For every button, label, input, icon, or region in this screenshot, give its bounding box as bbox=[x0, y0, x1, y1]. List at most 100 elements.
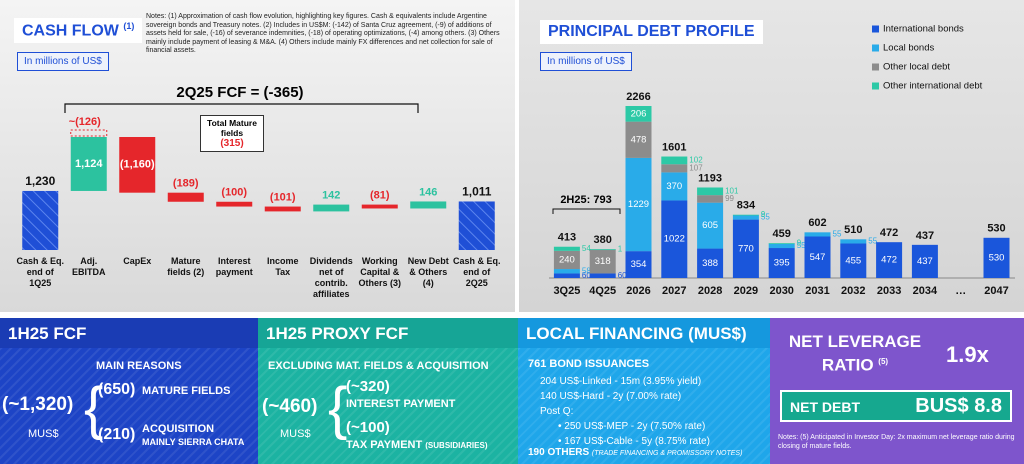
debt-title: PRINCIPAL DEBT PROFILE bbox=[540, 20, 763, 44]
segment-label: 9 bbox=[797, 239, 802, 248]
value-label: (100) bbox=[221, 187, 247, 199]
financing-panel: LOCAL FINANCING (MUS$) 761 BOND ISSUANCE… bbox=[518, 318, 770, 464]
leverage-panel: NET LEVERAGE RATIO (5) 1.9x NET DEBT BUS… bbox=[770, 318, 1024, 464]
segment-label: 770 bbox=[738, 243, 754, 254]
segment-label: 9 bbox=[761, 210, 766, 219]
bar-segment bbox=[697, 187, 724, 196]
x-tick-label: … bbox=[955, 285, 966, 297]
total-label: 472 bbox=[880, 227, 898, 239]
segment-label: 530 bbox=[989, 252, 1005, 263]
legend-label: Other international debt bbox=[883, 81, 983, 92]
post-line-text: 250 US$-MEP - 2y (7.50% rate) bbox=[564, 421, 706, 432]
fcf-panel: 1H25 FCF MAIN REASONS (~1,320) MUS$ { (6… bbox=[0, 318, 258, 464]
bar-segment bbox=[804, 232, 831, 237]
total-label: 510 bbox=[844, 224, 862, 236]
segment-label: 547 bbox=[810, 252, 826, 263]
value-label: 1,011 bbox=[462, 185, 492, 199]
x-tick-label: 3Q25 bbox=[553, 285, 580, 297]
segment-label: 58 bbox=[582, 266, 591, 275]
legend-swatch bbox=[872, 82, 879, 90]
legend-swatch bbox=[872, 63, 879, 71]
x-tick-label: 4Q25 bbox=[589, 285, 616, 297]
brace: { bbox=[328, 376, 348, 441]
total-label: 413 bbox=[558, 232, 576, 244]
segment-label: 60 bbox=[582, 271, 591, 280]
segment-label: 478 bbox=[631, 134, 647, 145]
panel-body bbox=[258, 348, 518, 464]
segment-label: 605 bbox=[702, 220, 718, 231]
bar-segment bbox=[768, 248, 795, 278]
segment-label: 107 bbox=[689, 163, 703, 172]
title-note: (5) bbox=[878, 357, 889, 366]
segment-label: 318 bbox=[595, 256, 611, 267]
bar-segment bbox=[876, 242, 903, 278]
x-tick-label: 2029 bbox=[734, 285, 758, 297]
fcf-header: 2Q25 FCF = (-365) bbox=[176, 84, 303, 101]
debt-label: NET DEBT bbox=[790, 399, 860, 415]
item-value: (210) bbox=[98, 426, 136, 443]
total-label: 530 bbox=[987, 223, 1005, 235]
h2-annotation: 2H25: 793 bbox=[560, 194, 611, 206]
x-tick-label: 2032 bbox=[841, 285, 865, 297]
fcf-bracket bbox=[64, 103, 419, 113]
panel-title: 1H25 PROXY FCF bbox=[258, 318, 518, 348]
brace: { bbox=[84, 376, 104, 441]
bar-segment bbox=[911, 244, 938, 278]
bar-segment bbox=[661, 156, 688, 165]
bar-segment bbox=[732, 219, 759, 278]
total-label: 437 bbox=[916, 230, 934, 242]
h2-bracket bbox=[552, 208, 621, 214]
bar-segment bbox=[625, 121, 652, 158]
mature-box-label: Total Mature fields bbox=[207, 118, 257, 138]
segment-label: 60 bbox=[618, 271, 627, 280]
bar-segment bbox=[661, 172, 688, 201]
bar bbox=[119, 137, 156, 193]
value-label: (81) bbox=[370, 189, 390, 201]
line: Post Q: bbox=[540, 406, 574, 417]
debt-value: BUS$ 8.8 bbox=[915, 395, 1002, 417]
bar bbox=[410, 201, 447, 209]
x-tick-label: 2026 bbox=[626, 285, 650, 297]
legend-swatch bbox=[872, 25, 879, 33]
mature-box-value: (315) bbox=[220, 138, 244, 149]
item-value: (650) bbox=[98, 381, 136, 398]
bar-segment bbox=[768, 243, 795, 244]
post-line-text: 167 US$-Cable - 5y (8.75% rate) bbox=[564, 436, 710, 447]
segment-label: 206 bbox=[631, 108, 647, 119]
bar-segment bbox=[625, 251, 652, 278]
item-detail: (SUBSIDIARIES) bbox=[425, 441, 488, 450]
panel-subtitle: MAIN REASONS bbox=[96, 360, 182, 372]
value-label: (189) bbox=[173, 178, 199, 190]
total-label: 459 bbox=[773, 228, 791, 240]
segment-label: 99 bbox=[725, 194, 734, 203]
panel-unit: MUS$ bbox=[280, 428, 311, 440]
title-text: CASH FLOW bbox=[22, 22, 119, 40]
x-tick-label: 2047 bbox=[984, 285, 1008, 297]
bar-segment bbox=[589, 273, 616, 278]
post-line: • 250 US$-MEP - 2y (7.50% rate) bbox=[558, 421, 706, 432]
cashflow-subtitle: In millions of US$ bbox=[17, 52, 109, 71]
segment-label: 1229 bbox=[628, 199, 649, 210]
bar-segment bbox=[840, 243, 867, 278]
title-note: (1) bbox=[123, 21, 135, 31]
bar bbox=[70, 137, 107, 191]
total-label: 834 bbox=[737, 200, 756, 212]
x-tick-label: 2027 bbox=[662, 285, 686, 297]
bar-segment bbox=[553, 246, 580, 251]
bar-segment bbox=[840, 239, 867, 244]
bar-segment bbox=[732, 214, 759, 216]
bar bbox=[22, 190, 59, 250]
bar-segment bbox=[697, 195, 724, 203]
others: 190 OTHERS bbox=[528, 447, 590, 458]
total-label: 1601 bbox=[662, 141, 686, 153]
panel-title: LOCAL FINANCING (MUS$) bbox=[518, 318, 770, 348]
panel-value: (~460) bbox=[262, 396, 318, 417]
value-label: 1,230 bbox=[25, 174, 55, 188]
bar bbox=[216, 201, 253, 207]
others-detail: (TRADE FINANCING & PROMISSORY NOTES) bbox=[591, 450, 743, 457]
bar bbox=[458, 201, 495, 250]
bar-segment bbox=[625, 106, 652, 122]
x-tick-label: Cash & Eq. end of 2Q25 bbox=[452, 256, 501, 288]
cashflow-title: CASH FLOW (1) bbox=[14, 18, 143, 44]
segment-label: 101 bbox=[725, 186, 739, 195]
